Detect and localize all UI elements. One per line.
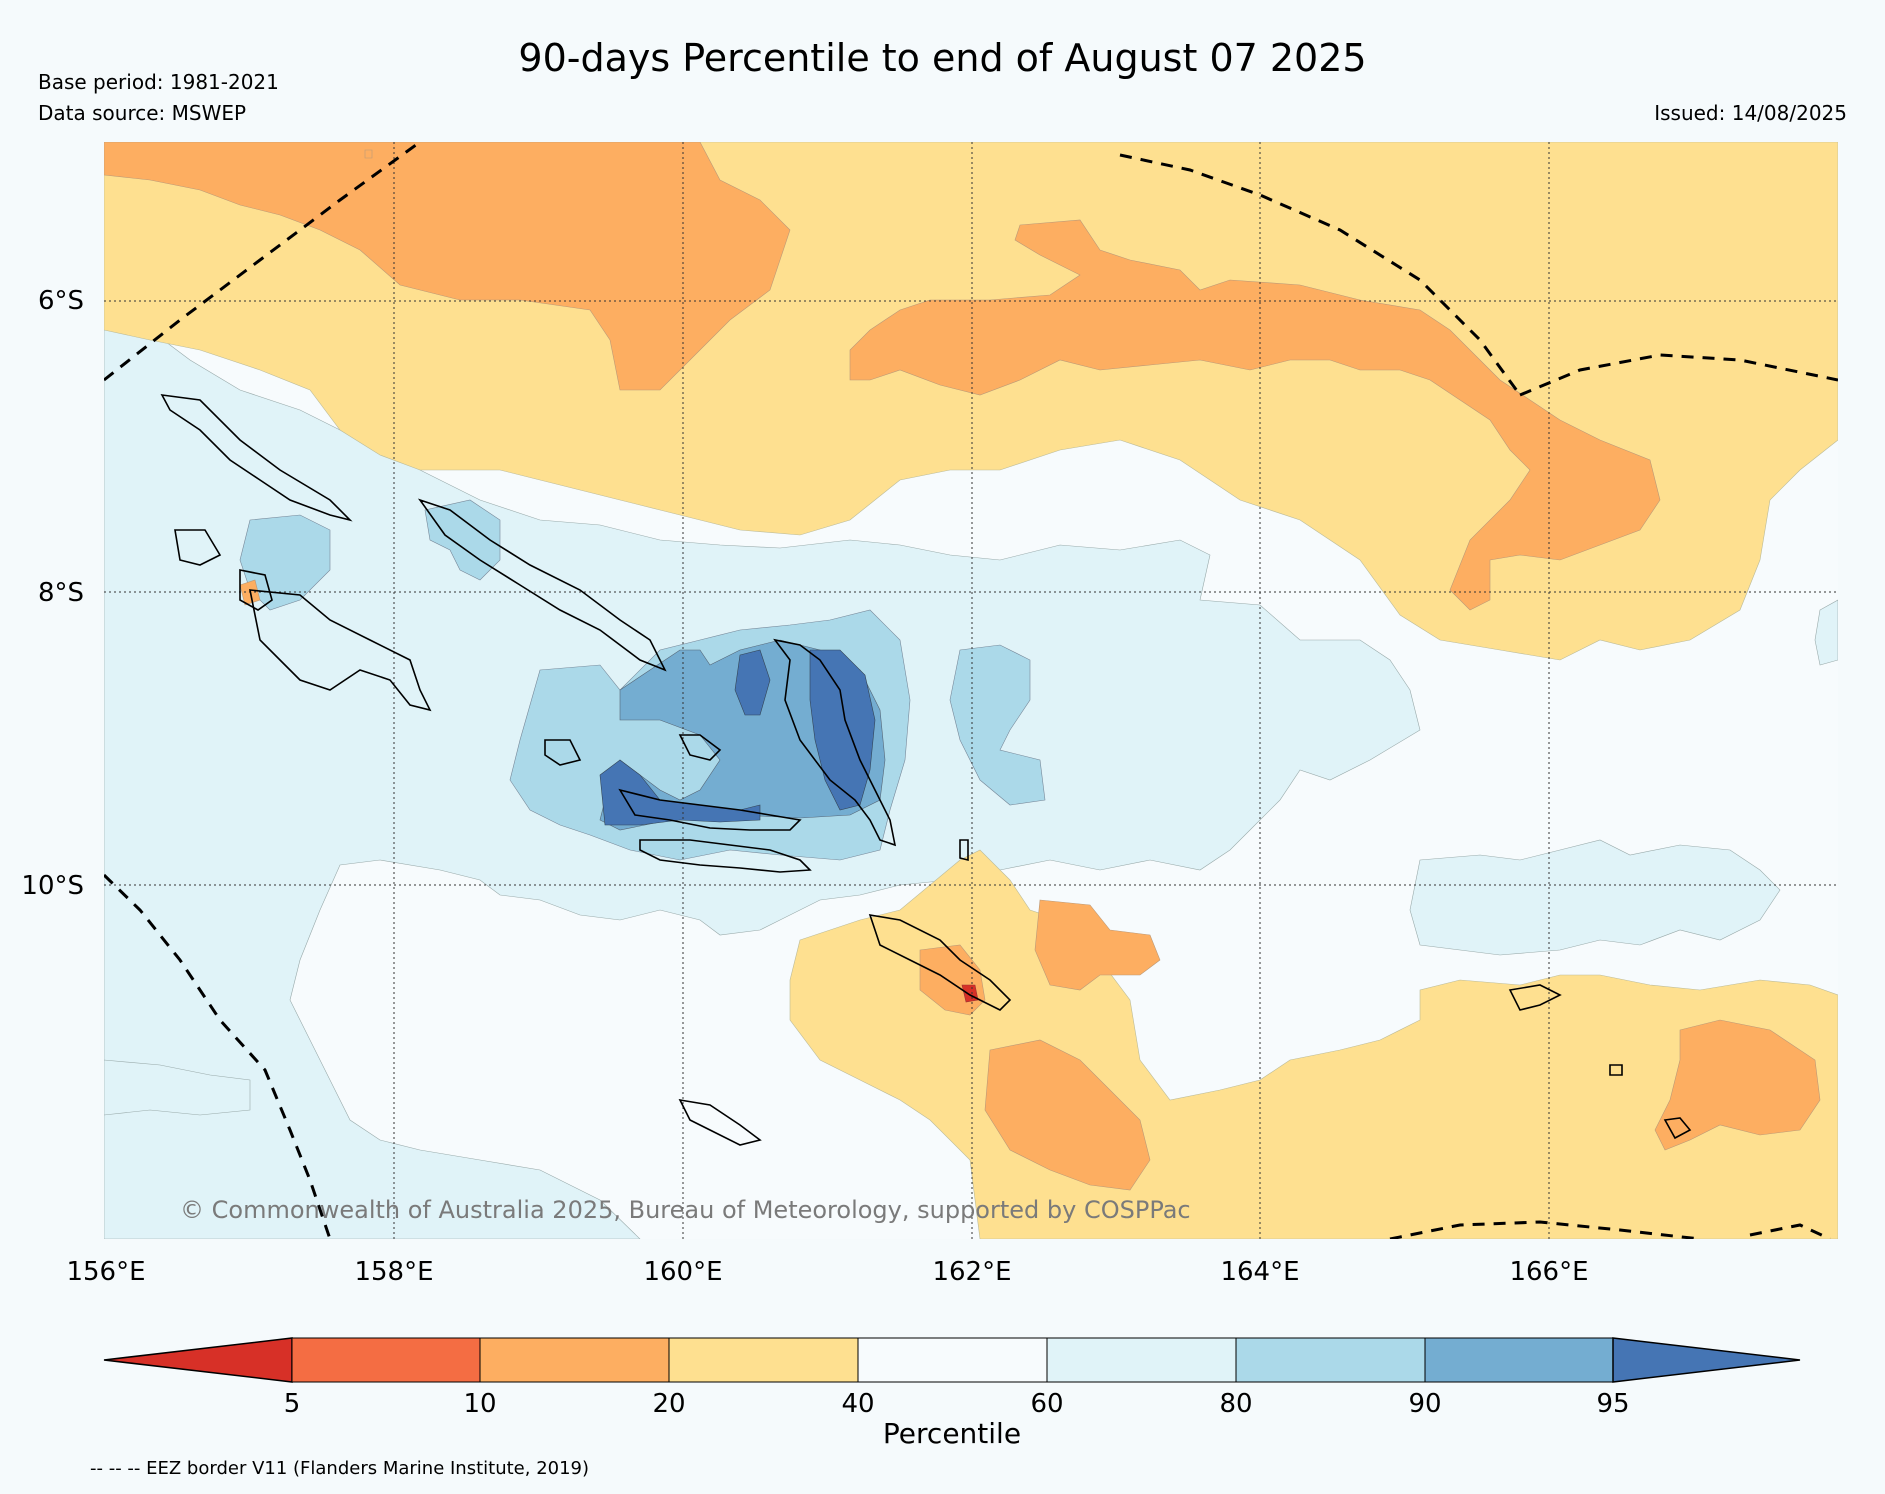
eez-borders — [104, 142, 1838, 1239]
lon-label-166e: 166°E — [1509, 1257, 1588, 1287]
colorbar-bin-10-20 — [479, 1337, 670, 1383]
lat-label-8s: 8°S — [38, 578, 84, 608]
coastlines — [160, 394, 1692, 1146]
eez-legend-note: -- -- -- EEZ border V11 (Flanders Marine… — [90, 1458, 590, 1479]
colorbar-tick-60: 60 — [1030, 1389, 1063, 1419]
region-10-20-north — [104, 142, 791, 391]
colorbar-tick-5: 5 — [284, 1389, 301, 1419]
map-gridlines — [104, 142, 1838, 1239]
colorbar-bin-60-80 — [1046, 1337, 1237, 1383]
region-80-90-centre — [949, 644, 1046, 806]
lon-label-156e: 156°E — [66, 1257, 145, 1287]
colorbar-bin-80-90 — [1235, 1337, 1426, 1383]
colorbar-tick-95: 95 — [1596, 1389, 1629, 1419]
map-plot-area: © Commonwealth of Australia 2025, Bureau… — [104, 142, 1838, 1239]
region-10-20-central-north — [849, 219, 1661, 611]
colorbar: 5 10 20 40 60 80 90 95 Percentile — [103, 1337, 1801, 1450]
base-period-text: Base period: 1981-2021 — [38, 70, 279, 94]
lon-label-162e: 162°E — [932, 1257, 1011, 1287]
map-title: 90-days Percentile to end of August 07 2… — [518, 36, 1367, 80]
colorbar-bin-5-10 — [291, 1337, 481, 1383]
lat-label-6s: 6°S — [38, 286, 84, 316]
lat-label-10s: 10°S — [21, 871, 84, 901]
region-60-80-east-2 — [1814, 599, 1838, 666]
lon-label-158e: 158°E — [354, 1257, 433, 1287]
region-60-80-southwest — [104, 1059, 251, 1116]
region-above-95 — [599, 649, 876, 826]
colorbar-tick-10: 10 — [463, 1389, 496, 1419]
data-source-text: Data source: MSWEP — [38, 101, 247, 125]
map-credit-text: © Commonwealth of Australia 2025, Bureau… — [180, 1196, 1191, 1224]
lon-label-164e: 164°E — [1220, 1257, 1299, 1287]
issued-date-text: Issued: 14/08/2025 — [1654, 101, 1847, 125]
colorbar-bin-90-95 — [1424, 1337, 1614, 1383]
colorbar-bin-40-60 — [857, 1337, 1048, 1383]
region-10-20-south — [919, 899, 1821, 1191]
colorbar-label: Percentile — [883, 1417, 1021, 1450]
colorbar-tick-80: 80 — [1219, 1389, 1252, 1419]
region-60-80-east — [1409, 839, 1781, 956]
colorbar-tick-20: 20 — [652, 1389, 685, 1419]
colorbar-tick-40: 40 — [841, 1389, 874, 1419]
lon-label-160e: 160°E — [643, 1257, 722, 1287]
colorbar-bin-20-40 — [668, 1337, 859, 1383]
colorbar-extend-high — [1612, 1337, 1801, 1383]
colorbar-tick-90: 90 — [1408, 1389, 1441, 1419]
region-10-20-islet — [239, 149, 373, 606]
colorbar-extend-low — [103, 1337, 293, 1383]
